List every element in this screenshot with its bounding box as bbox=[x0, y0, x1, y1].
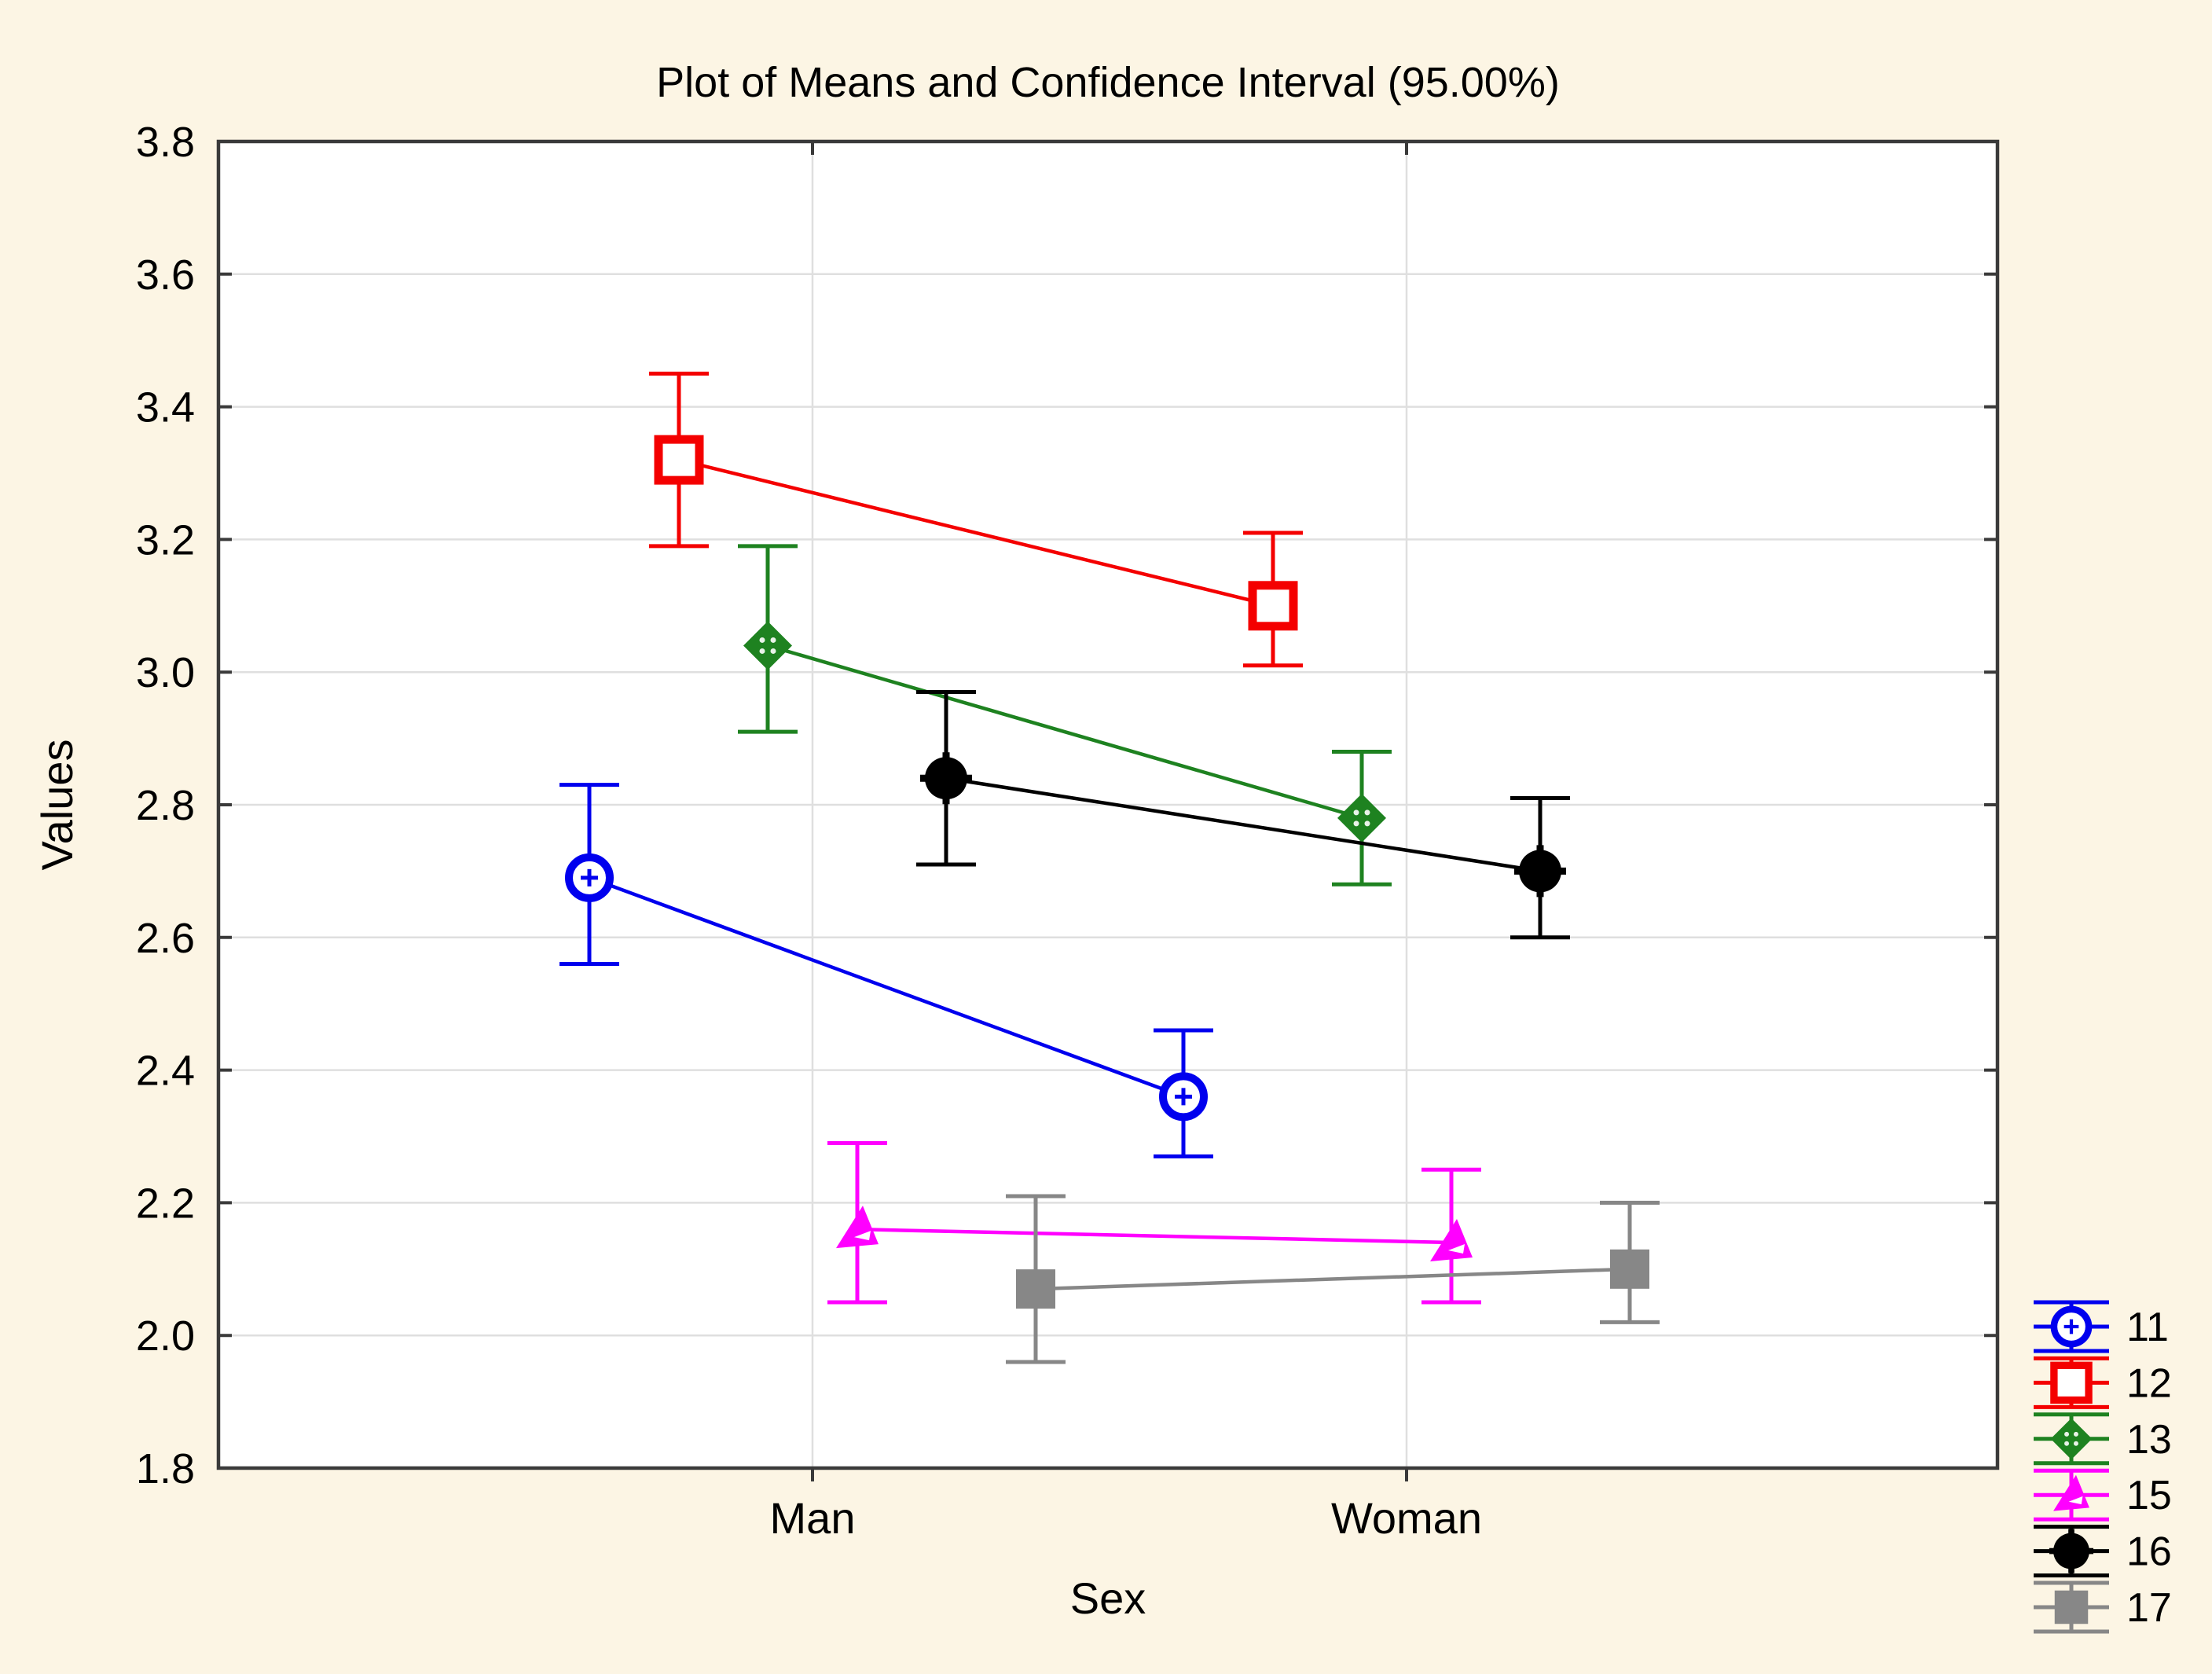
series-marker-diamond-filled bbox=[743, 621, 792, 670]
y-tick-label: 1.8 bbox=[136, 1445, 195, 1492]
y-tick-label: 3.4 bbox=[136, 384, 195, 431]
legend-label: 13 bbox=[2126, 1417, 2172, 1463]
series-12 bbox=[649, 371, 1303, 668]
y-tick-label: 2.8 bbox=[136, 782, 195, 829]
legend-item-11: 11 bbox=[2034, 1300, 2169, 1353]
legend-label: 15 bbox=[2126, 1473, 2172, 1518]
series-marker-circle-open-cross bbox=[565, 853, 614, 902]
legend-item-16: 16 bbox=[2034, 1525, 2172, 1578]
y-axis-title: Values bbox=[32, 739, 82, 870]
series-marker-diamond-filled bbox=[2050, 1418, 2093, 1460]
series-15 bbox=[827, 1140, 1481, 1305]
series-marker-circle-open-cross bbox=[2050, 1305, 2093, 1348]
series-marker-triangle-filled bbox=[1430, 1219, 1473, 1262]
x-category-label: Woman bbox=[1331, 1493, 1482, 1543]
y-tick-label: 3.2 bbox=[136, 516, 195, 564]
legend-item-15: 15 bbox=[2034, 1468, 2172, 1522]
legend-label: 17 bbox=[2126, 1585, 2172, 1631]
legend-item-12: 12 bbox=[2034, 1356, 2172, 1409]
series-marker-diamond-filled bbox=[1337, 793, 1386, 843]
series-marker-circle-open-cross bbox=[1159, 1072, 1208, 1122]
chart-title: Plot of Means and Confidence Interval (9… bbox=[656, 59, 1560, 106]
series-line bbox=[589, 876, 1184, 1099]
series-line bbox=[1035, 1267, 1631, 1291]
x-category-label: Man bbox=[770, 1493, 856, 1543]
y-tick-label: 2.6 bbox=[136, 915, 195, 962]
y-tick-label: 2.4 bbox=[136, 1048, 195, 1095]
plot-area-layer: 1.8 2.0 2.2 2.4 2.6 2.8 3.0 3.2 3.4 3.6 3.8 Man Woma… bbox=[136, 119, 2000, 1543]
series-line bbox=[678, 457, 1274, 608]
series-line bbox=[767, 644, 1363, 820]
series-line bbox=[857, 1227, 1452, 1245]
x-axis-title: Sex bbox=[1070, 1573, 1146, 1623]
y-tick-label: 3.0 bbox=[136, 649, 195, 696]
series-13 bbox=[738, 544, 1392, 887]
legend-item-13: 13 bbox=[2034, 1412, 2172, 1466]
series-marker-square-filled bbox=[2054, 1590, 2089, 1624]
series-marker-square-open bbox=[654, 435, 704, 485]
series-marker-circle-filled bbox=[2049, 1529, 2094, 1573]
series-marker-circle-filled bbox=[1514, 845, 1566, 898]
legend-item-17: 17 bbox=[2034, 1580, 2172, 1634]
series-marker-triangle-filled bbox=[836, 1206, 879, 1249]
y-tick-label: 3.8 bbox=[136, 119, 195, 166]
y-tick-label: 3.6 bbox=[136, 251, 195, 299]
y-tick-label: 2.0 bbox=[136, 1312, 195, 1360]
series-marker-square-open bbox=[2050, 1361, 2093, 1404]
y-tick-label: 2.2 bbox=[136, 1180, 195, 1227]
series-marker-triangle-filled bbox=[2053, 1474, 2089, 1511]
legend-label: 16 bbox=[2126, 1529, 2172, 1575]
series-marker-square-open bbox=[1248, 581, 1298, 631]
series-marker-circle-filled bbox=[920, 752, 972, 805]
legend: 11 12 13 15 16 17 bbox=[2034, 1300, 2172, 1634]
series-17 bbox=[1006, 1194, 1660, 1364]
series-marker-square-filled bbox=[1016, 1269, 1055, 1309]
legend-label: 12 bbox=[2126, 1360, 2172, 1406]
series-16 bbox=[916, 690, 1570, 940]
series-marker-square-filled bbox=[1610, 1249, 1649, 1289]
series-line bbox=[945, 776, 1541, 873]
series-11 bbox=[559, 783, 1213, 1158]
legend-label: 11 bbox=[2126, 1305, 2169, 1350]
